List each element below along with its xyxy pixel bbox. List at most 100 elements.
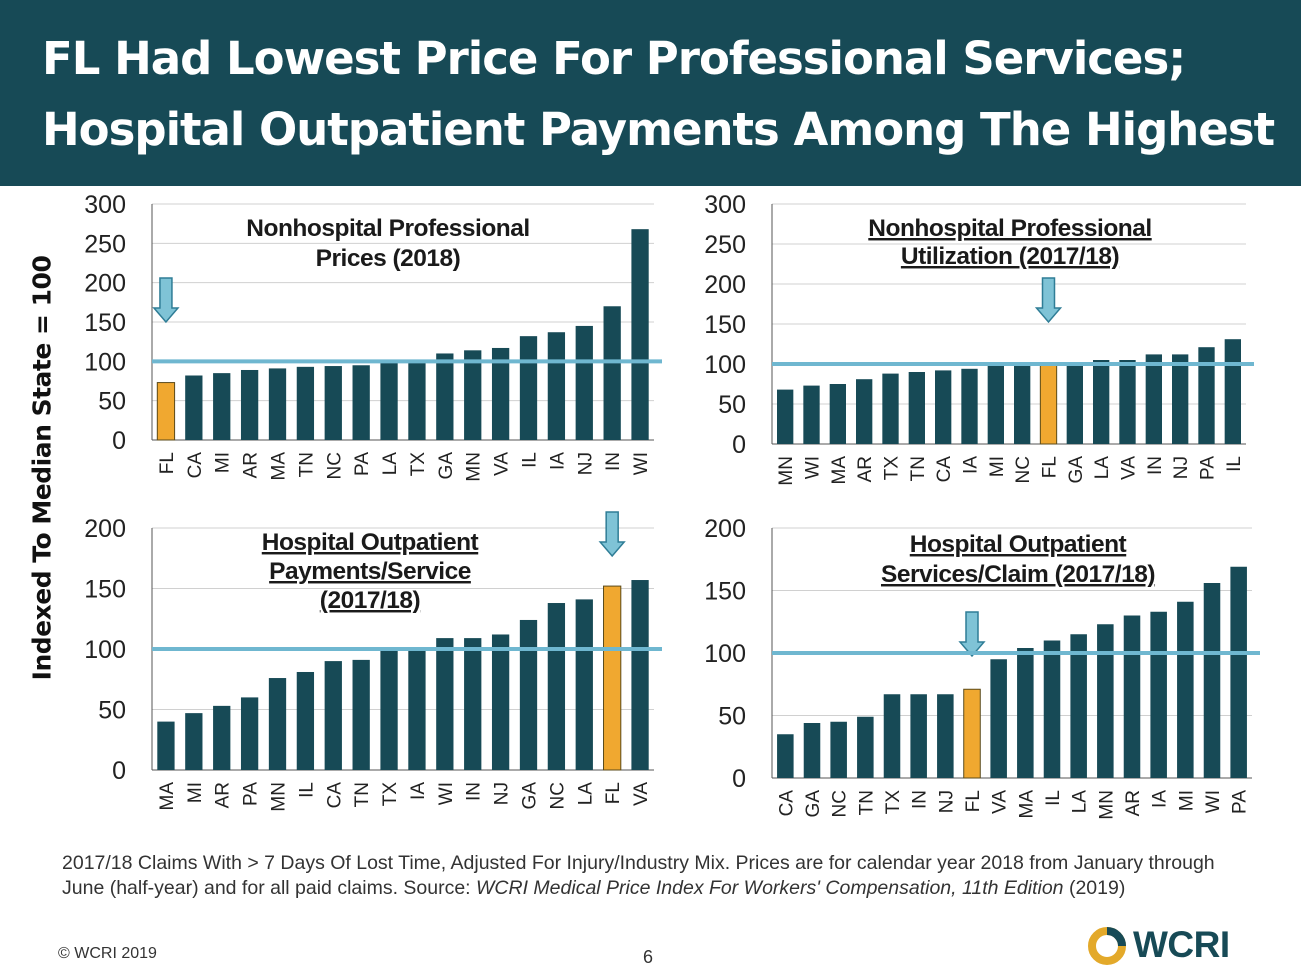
x-tick-label: LA: [1070, 790, 1091, 814]
x-tick-label: MA: [157, 782, 178, 811]
down-arrow-shape: [958, 611, 986, 658]
x-tick-label: VA: [990, 790, 1011, 814]
bar-ma: [157, 721, 175, 770]
y-tick-label: 100: [704, 351, 746, 379]
x-tick-label: AR: [241, 452, 262, 478]
x-tick-label: NJ: [492, 782, 513, 805]
bar-in: [603, 306, 621, 440]
x-tick-label: AR: [213, 782, 234, 808]
bar-in: [1145, 354, 1162, 444]
bar-va: [990, 659, 1007, 778]
bar-ia: [961, 368, 978, 444]
logo-text: WCRI: [1133, 924, 1230, 965]
x-tick-label: NC: [547, 782, 568, 809]
x-tick-label: IL: [1224, 456, 1245, 472]
x-tick-label: TN: [908, 456, 929, 481]
x-tick-label: GA: [520, 782, 541, 810]
y-tick-label: 200: [704, 515, 746, 543]
x-tick-label: NJ: [575, 452, 596, 475]
bar-wi: [1203, 583, 1221, 778]
x-tick-label: WI: [803, 456, 824, 479]
x-tick-label: WI: [436, 782, 457, 805]
bar-ga: [436, 353, 454, 440]
bar-ga: [803, 723, 821, 778]
chart-nonhospital-prices: 0 50 100 150 200 250 300 FL CA MI AR MA TN NC PA LA TX GA…: [84, 191, 662, 482]
x-tick-label: VA: [492, 452, 513, 476]
bar-ga: [519, 619, 538, 770]
x-tick-label: NC: [1013, 456, 1034, 483]
y-tick-label: 100: [84, 636, 126, 664]
x-tick-label: LA: [380, 452, 401, 476]
x-tick-label: TN: [352, 782, 373, 807]
bar-fl: [1039, 363, 1058, 445]
chart-title-line: Hospital Outpatient: [910, 531, 1127, 558]
bar-tn: [352, 659, 370, 770]
chart-outpatient-payments: 0 50 100 150 200 MA MI AR PA MN IL CA TN TX IA WI IN NJ GA…: [84, 511, 662, 812]
x-tick-label: GA: [803, 790, 824, 818]
bar-ca: [185, 375, 203, 440]
x-tick-label: MN: [269, 782, 290, 812]
bar-fl: [963, 688, 981, 779]
x-tick-label: CA: [324, 782, 345, 809]
logo-mark-icon: [1088, 927, 1126, 965]
bar-mn: [464, 350, 482, 440]
bar-tx: [408, 361, 426, 440]
bar-mi: [1177, 601, 1194, 778]
chart-title-line: Utilization (2017/18): [901, 243, 1119, 270]
bar-tx: [882, 373, 899, 444]
x-tick-label: MA: [1016, 790, 1037, 819]
x-tick-label: FL: [963, 790, 984, 812]
footnote-source: WCRI Medical Price Index For Workers' Co…: [476, 877, 1064, 899]
x-tick-label: WI: [1203, 790, 1224, 813]
x-tick-label: MN: [776, 456, 797, 486]
bar-wi: [803, 385, 820, 444]
x-tick-label: IL: [296, 782, 317, 798]
bar-mn: [1097, 624, 1114, 778]
y-tick-label: 150: [84, 309, 126, 337]
bar-va: [631, 580, 649, 770]
bar-tn: [857, 716, 874, 778]
x-tick-label: PA: [1198, 456, 1219, 480]
y-tick-label: 250: [84, 230, 126, 258]
bar-in: [910, 694, 927, 778]
x-tick-label: PA: [1230, 790, 1251, 814]
x-tick-label: VA: [1119, 456, 1140, 480]
bar-va: [1119, 360, 1136, 444]
x-tick-label: IN: [910, 790, 931, 809]
x-tick-label: NJ: [1171, 456, 1192, 479]
bar-va: [491, 347, 510, 440]
y-tick-label: 50: [718, 391, 746, 419]
x-tick-label: CA: [185, 452, 206, 479]
y-tick-label: 300: [704, 191, 746, 219]
x-tick-label: NC: [324, 452, 345, 479]
x-tick-label: IA: [1150, 790, 1171, 808]
chart-title-line: Prices (2018): [316, 245, 461, 272]
bar-mi: [987, 364, 1004, 444]
bar-nj: [491, 634, 510, 770]
chart-title-line: Payments/Service: [269, 558, 471, 585]
x-tick-label: MI: [1176, 790, 1197, 811]
x-tick-label: PA: [352, 452, 373, 476]
x-tick-label: IL: [1043, 790, 1064, 806]
x-tick-label: MI: [987, 456, 1008, 477]
bar-ca: [935, 370, 952, 444]
x-tick-label: TN: [296, 452, 317, 477]
bar-nc: [1014, 364, 1031, 444]
down-arrow-icon: [958, 611, 986, 658]
y-tick-label: 200: [84, 270, 126, 298]
bar-la: [1070, 634, 1087, 778]
x-tick-label: IL: [520, 452, 541, 468]
down-arrow-shape: [598, 511, 626, 558]
chart-title-line: Nonhospital Professional: [868, 215, 1151, 242]
bar-il: [296, 671, 315, 770]
footnote: 2017/18 Claims With > 7 Days Of Lost Tim…: [62, 851, 1262, 901]
bar-ar: [213, 705, 231, 770]
x-tick-label: FL: [157, 452, 178, 474]
x-tick-label: NJ: [936, 790, 957, 813]
bar-wi: [631, 229, 649, 440]
copyright: © WCRI 2019: [58, 945, 157, 962]
y-tick-label: 0: [732, 765, 746, 793]
bar-ca: [324, 661, 342, 770]
bar-ia: [408, 649, 426, 770]
down-arrow-icon: [152, 277, 180, 324]
